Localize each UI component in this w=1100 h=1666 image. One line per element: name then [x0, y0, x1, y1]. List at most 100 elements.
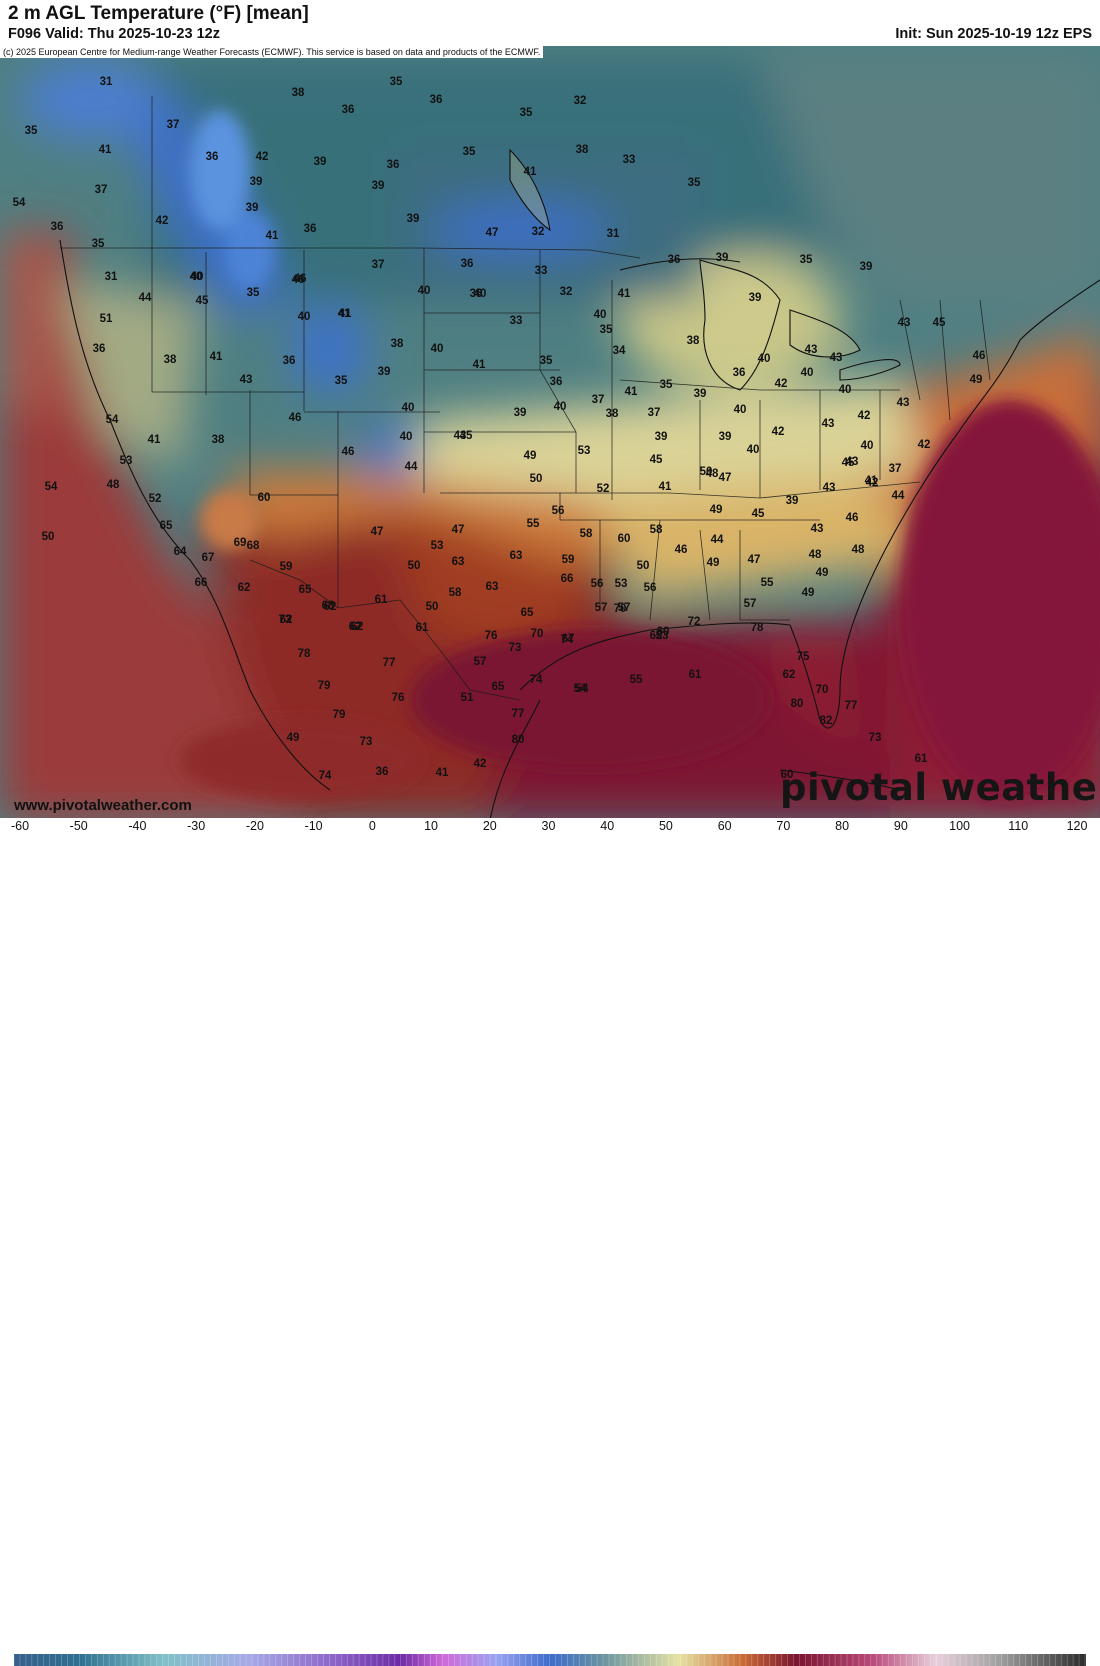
temperature-value: 40 — [746, 444, 760, 456]
temperature-value: 51 — [460, 692, 474, 704]
temperature-value: 43 — [821, 418, 835, 430]
temperature-value: 40 — [430, 343, 444, 355]
temperature-value: 78 — [750, 622, 764, 634]
colorbar-tick-label: -20 — [245, 819, 264, 833]
temperature-value: 60 — [656, 626, 670, 638]
temperature-value: 54 — [575, 683, 589, 695]
temperature-value: 46 — [674, 544, 688, 556]
temperature-value: 69 — [233, 537, 247, 549]
map-title: 2 m AGL Temperature (°F) [mean] — [8, 3, 309, 24]
temperature-value: 35 — [246, 287, 260, 299]
temperature-value: 60 — [617, 533, 631, 545]
temperature-value: 36 — [303, 223, 317, 235]
temperature-value: 43 — [453, 430, 467, 442]
colorbar-strip — [14, 1654, 1086, 1666]
temperature-value: 77 — [382, 657, 396, 669]
temperature-value: 66 — [560, 573, 574, 585]
colorbar-tick-label: -40 — [128, 819, 147, 833]
temperature-value: 34 — [612, 345, 626, 357]
temperature-value: 50 — [425, 601, 439, 613]
temperature-value: 40 — [838, 384, 852, 396]
temperature-value: 45 — [649, 454, 663, 466]
temperature-value: 42 — [865, 477, 879, 489]
colorbar-tick-label: -60 — [10, 819, 30, 833]
temperature-value: 62 — [323, 601, 337, 613]
temperature-value: 36 — [375, 766, 389, 778]
state-borders — [60, 96, 991, 701]
temperature-value: 41 — [624, 386, 638, 398]
temperature-value: 49 — [815, 567, 829, 579]
temperature-value: 39 — [406, 213, 420, 225]
temperature-value: 43 — [845, 456, 859, 468]
temperature-value: 38 — [163, 354, 177, 366]
temperature-value: 46 — [291, 274, 305, 286]
temperature-value: 32 — [531, 226, 545, 238]
colorbar-tick-label: 0 — [368, 819, 376, 833]
temperature-value: 73 — [868, 732, 882, 744]
temperature-value: 57 — [617, 602, 631, 614]
temperature-value: 67 — [201, 552, 215, 564]
colorbar-tick-label: -30 — [187, 819, 206, 833]
temperature-value: 41 — [209, 351, 223, 363]
colorbar-tick-label: 40 — [600, 819, 615, 833]
temperature-value: 63 — [451, 556, 465, 568]
temperature-value: 48 — [808, 549, 822, 561]
temperature-value: 49 — [706, 557, 720, 569]
temperature-value: 47 — [747, 554, 761, 566]
temperature-value: 39 — [859, 261, 873, 273]
temperature-value: 79 — [317, 680, 331, 692]
temperature-value: 41 — [147, 434, 161, 446]
temperature-value: 40 — [757, 353, 771, 365]
temperature-map[interactable] — [0, 46, 1100, 818]
temperature-value: 64 — [173, 546, 187, 558]
temperature-value: 75 — [796, 651, 810, 663]
temperature-value: 74 — [318, 770, 332, 782]
temperature-value: 36 — [50, 221, 64, 233]
temperature-value: 60 — [257, 492, 271, 504]
temperature-value: 36 — [732, 367, 746, 379]
temperature-value: 46 — [845, 512, 859, 524]
colorbar-tick-label: 70 — [776, 819, 791, 833]
temperature-value: 76 — [484, 630, 498, 642]
temperature-value: 57 — [594, 602, 608, 614]
temperature-value: 45 — [195, 295, 209, 307]
colorbar-tick-label: -50 — [69, 819, 88, 833]
temperature-value: 41 — [338, 308, 352, 320]
temperature-value: 43 — [897, 317, 911, 329]
temperature-value: 39 — [371, 180, 385, 192]
website-link[interactable]: www.pivotalweather.com — [14, 797, 192, 814]
temperature-value: 73 — [278, 614, 292, 626]
temperature-value: 45 — [932, 317, 946, 329]
temperature-value: 61 — [415, 622, 429, 634]
temperature-value: 31 — [606, 228, 620, 240]
temperature-value: 31 — [99, 76, 113, 88]
temperature-value: 43 — [810, 523, 824, 535]
temperature-value: 41 — [337, 308, 351, 320]
temperature-value: 50 — [699, 466, 713, 478]
temperature-value: 73 — [359, 736, 373, 748]
temperature-value: 40 — [297, 311, 311, 323]
temperature-value: 60 — [780, 769, 794, 781]
temperature-value: 42 — [255, 151, 269, 163]
temperature-value: 40 — [399, 431, 413, 443]
temperature-value: 39 — [313, 156, 327, 168]
temperature-value: 43 — [822, 482, 836, 494]
temperature-value: 35 — [687, 177, 701, 189]
temperature-value: 36 — [667, 254, 681, 266]
temperature-value: 37 — [647, 407, 661, 419]
temperature-value: 50 — [636, 560, 650, 572]
temperature-value: 36 — [205, 151, 219, 163]
temperature-value: 42 — [771, 426, 785, 438]
temperature-value: 39 — [249, 176, 263, 188]
temperature-value: 33 — [509, 315, 523, 327]
temperature-value: 39 — [654, 431, 668, 443]
temperature-value: 36 — [460, 258, 474, 270]
colorbar-tick-label: 90 — [893, 819, 908, 833]
temperature-value: 74 — [560, 634, 574, 646]
temperature-value: 35 — [539, 355, 553, 367]
temperature-value: 36 — [469, 288, 483, 300]
colorbar-tick-label: 50 — [658, 819, 673, 833]
temperature-value: 65 — [520, 607, 534, 619]
temperature-value: 54 — [44, 481, 58, 493]
temperature-value: 42 — [857, 410, 871, 422]
